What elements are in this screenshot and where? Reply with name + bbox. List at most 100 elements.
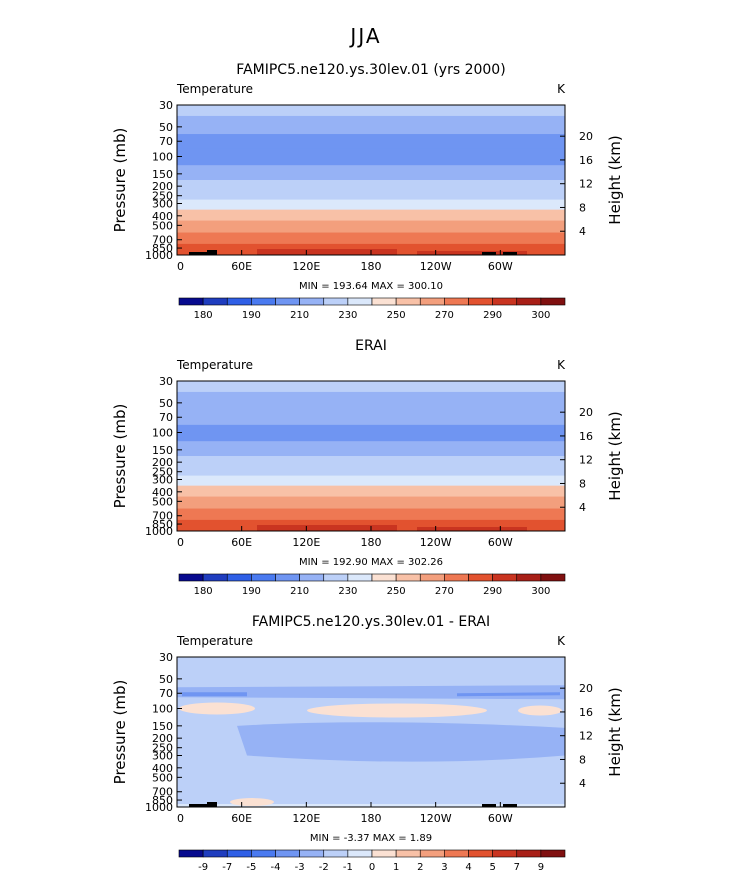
colorbar: 180 190 210 230 250 270 290 300 (178, 573, 566, 597)
colorbar-label: 230 (338, 586, 357, 597)
pressure-tick-label: 250 (152, 742, 173, 755)
colorbar-swatch (226, 573, 252, 582)
topography (207, 802, 217, 807)
diff-patch (182, 692, 247, 697)
pressure-tick-label: 850 (152, 794, 173, 807)
y-axis-label: Pressure (mb) (111, 680, 129, 785)
colorbar-swatch (444, 573, 469, 582)
colorbar-label: 210 (290, 586, 309, 597)
colorbar-label: 2 (417, 862, 423, 873)
colorbar-label: 3 (441, 862, 447, 873)
x-tick-label: 60W (488, 536, 513, 549)
pressure-tick-label: 300 (152, 197, 173, 210)
colorbar-label: 9 (538, 862, 544, 873)
colorbar-label: -3 (295, 862, 305, 873)
pressure-tick-label: 500 (152, 495, 173, 508)
topography (503, 804, 517, 807)
colorbar-label: 190 (242, 310, 261, 321)
pressure-tick-label: 400 (152, 762, 173, 775)
colorbar-label: 230 (338, 310, 357, 321)
temperature-band (177, 134, 565, 150)
colorbar-label: -7 (222, 862, 232, 873)
temperature-band (177, 508, 565, 521)
topography (207, 250, 217, 255)
x-tick-label: 0 (177, 260, 184, 273)
colorbar-swatch (178, 297, 204, 306)
colorbar-swatch (323, 849, 349, 858)
x-tick-label: 180 (361, 536, 382, 549)
pressure-tick-label: 1000 (145, 249, 173, 262)
temperature-band (177, 148, 565, 166)
colorbar-swatch (299, 849, 325, 858)
pressure-tick-label: 500 (152, 219, 173, 232)
pressure-tick-label: 30 (159, 375, 173, 388)
pressure-tick-label: 30 (159, 99, 173, 112)
topography (482, 804, 496, 807)
colorbar-swatch (299, 297, 325, 306)
figure-title: JJA (348, 24, 381, 48)
pressure-tick-label: 100 (152, 427, 173, 440)
colorbar-label: -1 (343, 862, 353, 873)
surface-band-warm (417, 527, 527, 531)
pressure-tick-label: 30 (159, 651, 173, 664)
y-axis-label-right: Height (km) (606, 687, 624, 776)
pressure-tick-label: 250 (152, 190, 173, 203)
x-tick-label: 60W (488, 260, 513, 273)
colorbar-swatch (347, 573, 373, 582)
colorbar-swatch (251, 849, 276, 858)
colorbar-label: 180 (194, 310, 213, 321)
colorbar-swatch (371, 297, 397, 306)
colorbar-swatch (251, 573, 276, 582)
x-tick-label: 60W (488, 812, 513, 825)
chart-panel-3: FAMIPC5.ne120.ys.30lev.01 - ERAI Temperat… (111, 614, 624, 873)
colorbar-swatch (516, 573, 542, 582)
height-tick-label: 20 (579, 130, 593, 143)
colorbar-label: 5 (489, 862, 495, 873)
pressure-tick-label: 70 (159, 687, 173, 700)
min-max-stats: MIN = 192.90 MAX = 302.26 (299, 557, 443, 568)
surface-band-warm (257, 525, 397, 531)
colorbar-swatch (419, 573, 445, 582)
colorbar-swatch (444, 849, 469, 858)
pressure-tick-label: 100 (152, 703, 173, 716)
colorbar-swatch (299, 573, 325, 582)
temperature-band (177, 391, 565, 411)
pressure-tick-label: 850 (152, 518, 173, 531)
colorbar-swatch (371, 573, 397, 582)
pressure-tick-label: 850 (152, 242, 173, 255)
topography (189, 252, 199, 255)
colorbar-swatch (540, 849, 566, 858)
y-axis-label-right: Height (km) (606, 411, 624, 500)
height-tick-label: 4 (579, 777, 586, 790)
colorbar-label: 190 (242, 586, 261, 597)
diff-patch (179, 702, 255, 715)
pressure-tick-label: 70 (159, 411, 173, 424)
pressure-tick-label: 200 (152, 732, 173, 745)
colorbar-swatch (347, 849, 373, 858)
units-label: K (557, 634, 566, 648)
colorbar-swatch (371, 849, 397, 858)
pressure-tick-label: 400 (152, 486, 173, 499)
pressure-tick-label: 300 (152, 749, 173, 762)
temperature-band (177, 456, 565, 468)
panels: FAMIPC5.ne120.ys.30lev.01 (yrs 2000) Temp… (111, 62, 624, 873)
colorbar-label: 300 (531, 586, 550, 597)
pressure-tick-label: 150 (152, 444, 173, 457)
height-tick-label: 4 (579, 501, 586, 514)
colorbar-swatch (468, 849, 493, 858)
surface-band-warm (417, 251, 527, 255)
colorbar-swatch (178, 849, 204, 858)
colorbar-label: 300 (531, 310, 550, 321)
min-max-stats: MIN = -3.37 MAX = 1.89 (310, 833, 432, 844)
colorbar-swatch (395, 849, 421, 858)
variable-label: Temperature (176, 82, 253, 96)
units-label: K (557, 82, 566, 96)
temperature-band (177, 232, 565, 245)
colorbar-label: 270 (435, 310, 454, 321)
x-tick-label: 60E (231, 812, 252, 825)
colorbar-swatch (516, 297, 542, 306)
x-tick-label: 120W (420, 260, 452, 273)
temperature-band (177, 105, 565, 117)
colorbar-label: 290 (483, 310, 502, 321)
colorbar-swatch (323, 573, 349, 582)
